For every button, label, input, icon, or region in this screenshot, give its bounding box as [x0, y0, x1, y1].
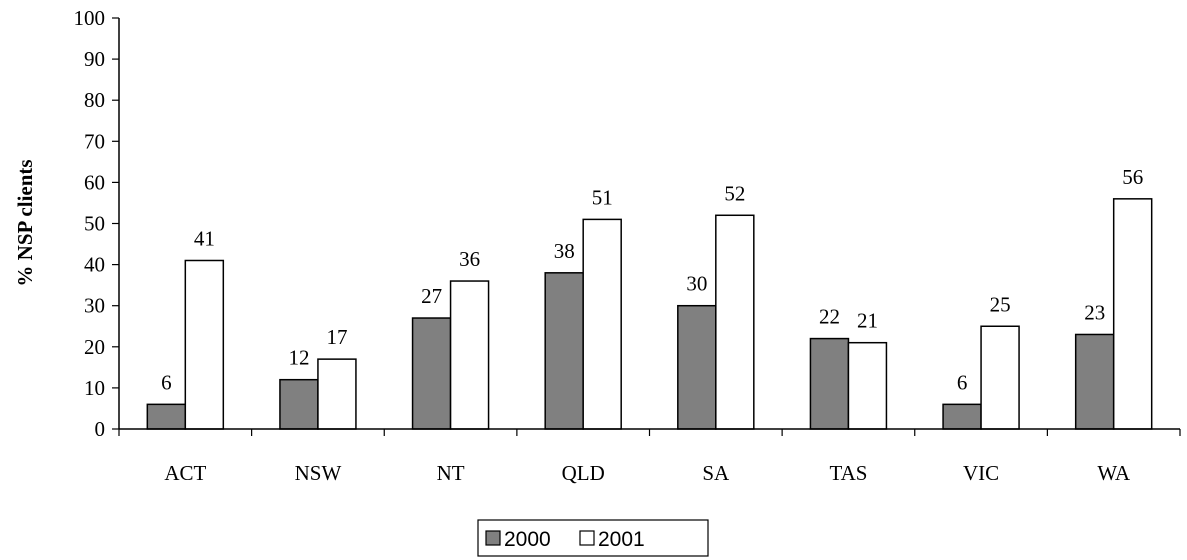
data-label-2001-wa: 56: [1122, 165, 1143, 189]
x-tick-label: TAS: [829, 461, 867, 485]
legend-label-2001: 2001: [598, 528, 645, 551]
data-labels: 6 41 12 17 27 36 38 51 30 52 22 21 6 25 23 56: [161, 165, 1143, 395]
x-tick-label: QLD: [562, 461, 605, 485]
data-label-2001-vic: 25: [990, 292, 1011, 316]
data-label-2000-sa: 30: [686, 272, 707, 296]
bar-2000-sa: [677, 304, 717, 430]
x-tick-label: SA: [702, 461, 730, 485]
bar-2001-sa: [715, 214, 755, 430]
legend-label-2000: 2000: [504, 528, 551, 551]
bar-2001-act: [184, 259, 225, 430]
x-tick-label: NT: [437, 461, 465, 485]
y-tick-label: 0: [95, 417, 106, 441]
bar-2001-tas: [847, 341, 888, 430]
bars: [146, 198, 1153, 430]
y-tick-label: 40: [84, 253, 105, 277]
bar-2001-qld: [582, 218, 622, 430]
data-label-2001-tas: 21: [857, 309, 878, 333]
x-tick-label: WA: [1097, 461, 1130, 485]
y-axis-ticks: 0 10 20 30 40 50 60 70 80 90 100: [74, 6, 119, 441]
bar-2001-vic: [980, 325, 1020, 430]
data-label-2001-qld: 51: [592, 185, 613, 209]
y-tick-label: 50: [84, 212, 105, 236]
y-tick-label: 10: [84, 376, 105, 400]
x-axis-ticks: ACT NSW NT QLD SA TAS VIC WA: [118, 429, 1181, 485]
bar-2001-nt: [449, 280, 490, 430]
data-label-2001-act: 41: [194, 226, 215, 250]
data-label-2000-act: 6: [161, 370, 172, 394]
data-label-2001-nt: 36: [459, 247, 480, 271]
data-label-2001-nsw: 17: [326, 325, 347, 349]
x-tick-label: NSW: [295, 461, 342, 485]
bar-2000-act: [146, 403, 187, 430]
bar-2000-qld: [544, 272, 584, 430]
x-tick-label: VIC: [963, 461, 999, 485]
y-tick-label: 20: [84, 335, 105, 359]
bar-2001-nsw: [317, 358, 357, 430]
legend-swatch-2000: [485, 530, 501, 546]
bar-2000-nsw: [279, 378, 319, 430]
data-label-2001-sa: 52: [724, 181, 745, 205]
legend-swatch-2001: [579, 530, 595, 546]
data-label-2000-qld: 38: [554, 239, 575, 263]
bar-2000-tas: [809, 337, 850, 430]
data-label-2000-wa: 23: [1084, 300, 1105, 324]
bar-2000-wa: [1074, 333, 1115, 430]
data-label-2000-nt: 27: [421, 284, 442, 308]
bar-2000-vic: [942, 403, 982, 430]
legend: 2000 2001: [477, 519, 709, 557]
data-label-2000-tas: 22: [819, 305, 840, 329]
bar-2001-wa: [1112, 198, 1153, 430]
y-axis-title: % NSP clients: [13, 159, 37, 286]
x-tick-label: ACT: [164, 461, 206, 485]
y-tick-label: 70: [84, 129, 105, 153]
bar-2000-nt: [411, 317, 452, 430]
y-tick-label: 60: [84, 170, 105, 194]
data-label-2000-nsw: 12: [288, 346, 309, 370]
y-tick-label: 100: [74, 6, 106, 30]
y-tick-label: 90: [84, 47, 105, 71]
data-label-2000-vic: 6: [957, 370, 968, 394]
y-tick-label: 80: [84, 88, 105, 112]
y-tick-label: 30: [84, 294, 105, 318]
